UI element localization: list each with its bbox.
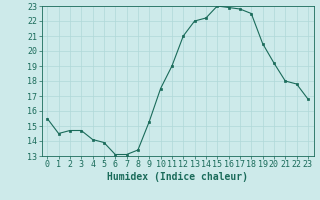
X-axis label: Humidex (Indice chaleur): Humidex (Indice chaleur) [107, 172, 248, 182]
